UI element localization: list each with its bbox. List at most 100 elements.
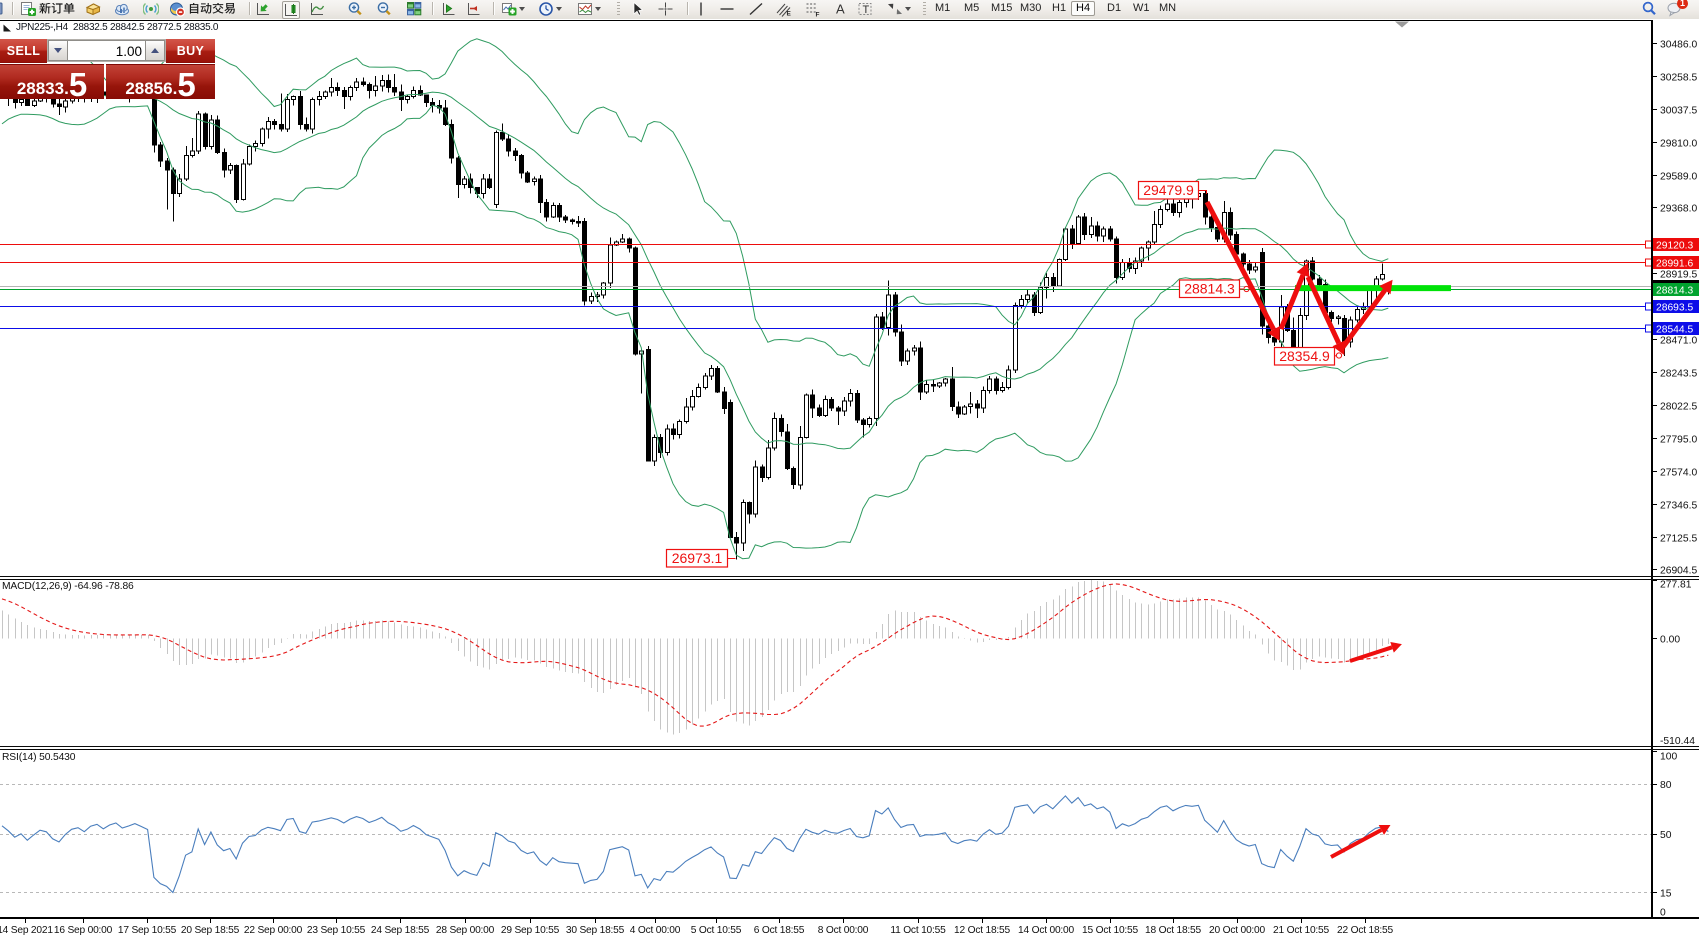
candle — [1076, 215, 1081, 245]
signals-button[interactable] — [143, 1, 159, 17]
search-icon — [1642, 1, 1656, 15]
book-icon — [85, 3, 101, 16]
trend-arrows[interactable] — [1204, 200, 1393, 356]
price-label-28814.3[interactable]: 28814.3 — [1178, 279, 1250, 299]
candle — [1146, 240, 1151, 261]
rsi-line — [1, 795, 1389, 894]
candle — [1139, 246, 1144, 267]
candle — [836, 405, 841, 425]
svg-text:28354.9: 28354.9 — [1279, 348, 1330, 364]
candle — [791, 466, 796, 490]
toolbar-separator — [249, 2, 251, 15]
step-forward-button[interactable] — [440, 1, 456, 17]
new-order-button[interactable] — [20, 1, 75, 17]
chat-button[interactable]: 1 — [1667, 0, 1688, 17]
label-button[interactable]: T — [857, 1, 873, 17]
price-label-26973.1[interactable]: 26973.1 — [665, 548, 736, 568]
candle — [386, 74, 391, 93]
svg-text:28544.5: 28544.5 — [1656, 325, 1693, 336]
price-label-28354.9[interactable]: 28354.9 — [1273, 346, 1343, 366]
template-icon — [578, 3, 592, 15]
vertical-line-button[interactable] — [693, 1, 709, 17]
timeframe-m1-button[interactable]: M1 — [935, 2, 951, 14]
candle — [380, 74, 385, 92]
price-tick: 30037.5 — [1660, 106, 1697, 117]
chart-shift-button[interactable] — [255, 1, 271, 17]
panel-splitter[interactable] — [0, 576, 1699, 577]
templates-button[interactable] — [577, 1, 601, 17]
autotrading-button[interactable] — [169, 1, 236, 17]
step-end-button[interactable] — [465, 1, 481, 17]
timeframe-d1-button[interactable]: D1 — [1107, 2, 1122, 14]
zoom-in-button[interactable] — [347, 1, 363, 17]
candle — [703, 373, 708, 390]
horizontal-line-button[interactable] — [719, 1, 735, 17]
svg-text:0.00: 0.00 — [1660, 634, 1680, 645]
chart-canvas: 29479.9 28814.3 28354.9 26973.1 MACD(12,26,9… — [0, 19, 1699, 937]
timeframe-mn-button[interactable]: MN — [1159, 2, 1177, 14]
timeframe-h1-button[interactable]: H1 — [1052, 2, 1067, 14]
candle — [1253, 261, 1258, 273]
candle — [1089, 216, 1094, 238]
sell-button[interactable]: SELL — [0, 39, 47, 63]
timeframe-m5-button[interactable]: M5 — [964, 2, 980, 14]
candle — [57, 98, 62, 115]
sell-price[interactable]: 28833. 5 — [0, 64, 104, 101]
periods-button[interactable] — [538, 1, 562, 17]
crosshair-button[interactable] — [657, 1, 673, 17]
price-label-29479.9[interactable]: 29479.9 — [1137, 180, 1207, 200]
chart-line-button[interactable] — [309, 1, 325, 17]
svg-text:28693.5: 28693.5 — [1656, 303, 1693, 314]
cursor-button[interactable] — [629, 1, 645, 17]
periods-button-caret — [556, 7, 562, 11]
textA-icon: A — [836, 2, 845, 17]
candle — [576, 216, 581, 227]
timeframe-h4-button[interactable]: H4 — [1071, 1, 1096, 16]
text-button[interactable]: A — [832, 1, 848, 17]
fibonacci-button[interactable]: F — [805, 1, 821, 17]
auto-scroll-button[interactable] — [282, 1, 300, 19]
chart-shift-marker[interactable] — [1395, 21, 1409, 28]
volume-decrease-button[interactable] — [48, 40, 68, 61]
zoom-out-button[interactable] — [376, 1, 392, 17]
autotrade-icon — [170, 2, 185, 17]
crosshair-icon — [658, 2, 673, 16]
candle — [203, 112, 208, 150]
chart-title-bar: JPN225-,H4 28832.5 28842.5 28772.5 28835… — [3, 21, 219, 34]
candle — [589, 292, 594, 304]
timeframe-w1-button[interactable]: W1 — [1133, 2, 1150, 14]
buy-button[interactable]: BUY — [166, 39, 215, 63]
indicators-button[interactable] — [501, 1, 525, 17]
candle — [209, 114, 214, 150]
ohlc-low: 28772.5 — [146, 22, 182, 33]
macd-signal-line — [1, 583, 1389, 727]
candle — [924, 380, 929, 394]
channel-button[interactable]: E — [776, 1, 792, 17]
candle — [804, 393, 809, 439]
buy-price[interactable]: 28856. 5 — [106, 64, 215, 101]
time-tick: 14 Sep 2021 — [0, 925, 53, 936]
timeframe-m30-button[interactable]: M30 — [1020, 2, 1042, 14]
tile-windows-button[interactable] — [406, 1, 422, 17]
hline-axis-label: 28693.5 — [1653, 300, 1699, 314]
candle — [1177, 200, 1182, 218]
candle — [1044, 272, 1049, 299]
search-button[interactable] — [1641, 1, 1657, 17]
market-watch-button[interactable] — [85, 1, 101, 17]
svg-text:28814.3: 28814.3 — [1656, 286, 1693, 297]
candle — [449, 119, 454, 164]
volume-increase-button[interactable] — [145, 40, 165, 61]
candle — [329, 77, 334, 97]
arrows-button[interactable] — [887, 1, 911, 17]
volume-input[interactable]: 1.00 — [68, 40, 145, 61]
price-tick: 28471.0 — [1660, 336, 1697, 347]
candle — [563, 214, 568, 223]
timeframe-m15-button[interactable]: M15 — [991, 2, 1013, 14]
panel-splitter[interactable] — [0, 746, 1699, 747]
rsi-label: RSI(14) 50.5430 — [2, 752, 76, 763]
mql5-community-button[interactable] — [114, 1, 130, 17]
candle — [798, 426, 803, 490]
trendline-button[interactable] — [748, 1, 764, 17]
candle — [234, 164, 239, 204]
candle — [620, 234, 625, 244]
